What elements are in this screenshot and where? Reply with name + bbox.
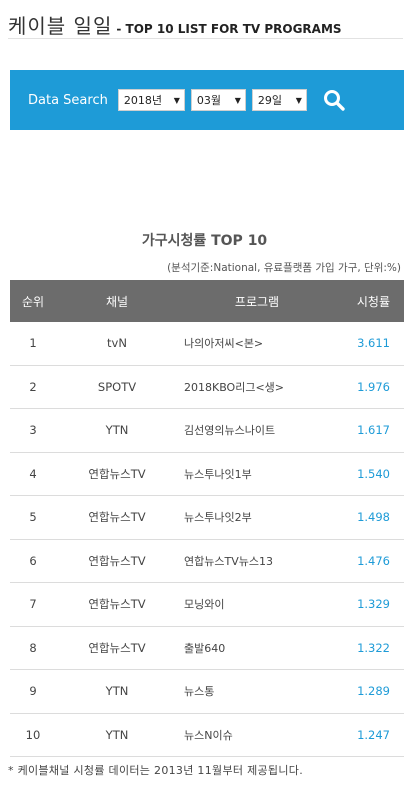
channel-cell: SPOTV	[97, 379, 137, 394]
channel-cell: 연합뉴스TV	[88, 597, 146, 612]
rating-cell: 1.540	[357, 466, 390, 481]
table-row: 3 YTN 김선영의뉴스나이트 1.617	[10, 409, 404, 453]
footnote: * 케이블채널 시청률 데이터는 2013년 11월부터 제공됩니다.	[8, 764, 303, 777]
page-subtitle: - TOP 10 LIST FOR TV PROGRAMS	[116, 22, 342, 36]
program-cell: 모닝와이	[184, 598, 225, 612]
program-cell: 연합뉴스TV뉴스13	[184, 554, 273, 568]
month-select[interactable]: 03월 ▼	[190, 89, 246, 111]
channel-cell: YTN	[105, 423, 129, 438]
rank-cell: 3	[29, 423, 37, 438]
header-divider	[8, 38, 403, 39]
header-rating: 시청률	[356, 294, 390, 309]
year-select[interactable]: 2018년 ▼	[117, 89, 185, 111]
table-header: 순위 채널 프로그램 시청률	[10, 280, 404, 322]
channel-cell: 연합뉴스TV	[88, 553, 146, 568]
rating-cell: 1.498	[357, 510, 390, 525]
table-row: 9 YTN 뉴스통 1.289	[10, 670, 404, 714]
day-select-value: 29일	[257, 94, 282, 107]
channel-cell: tvN	[107, 336, 127, 351]
table-row: 2 SPOTV 2018KBO리그<생> 1.976	[10, 366, 404, 409]
search-button[interactable]	[319, 85, 349, 115]
program-cell: 뉴스N이슈	[184, 728, 233, 742]
rank-cell: 4	[29, 466, 37, 481]
program-cell: 출발640	[184, 641, 226, 655]
rating-cell: 1.322	[357, 640, 390, 655]
rank-cell: 8	[29, 640, 37, 655]
header-channel: 채널	[105, 294, 129, 309]
rank-cell: 6	[29, 553, 37, 568]
rating-cell: 1.976	[357, 379, 390, 394]
rank-cell: 10	[25, 727, 41, 742]
rating-cell: 1.617	[357, 423, 390, 438]
table-row: 5 연합뉴스TV 뉴스투나잇2부 1.498	[10, 496, 404, 540]
rating-cell: 1.247	[357, 727, 390, 742]
channel-cell: YTN	[105, 684, 129, 699]
month-select-value: 03월	[196, 94, 221, 107]
program-cell: 나의아저씨<본>	[184, 337, 264, 351]
data-search-label: Data Search	[28, 92, 108, 108]
table-note: (분석기준:National, 유료플랫폼 가입 가구, 단위:%)	[167, 262, 401, 274]
rank-cell: 7	[29, 597, 37, 612]
rank-cell: 9	[29, 684, 37, 699]
table-row: 7 연합뉴스TV 모닝와이 1.329	[10, 583, 404, 627]
table-row: 4 연합뉴스TV 뉴스투나잇1부 1.540	[10, 453, 404, 496]
table-title: 가구시청률 TOP 10	[141, 233, 268, 249]
header-rank: 순위	[21, 294, 45, 309]
rating-cell: 1.289	[357, 684, 390, 699]
year-select-value: 2018년	[123, 94, 162, 107]
chevron-down-icon: ▼	[234, 95, 241, 105]
rating-cell: 3.611	[357, 336, 390, 351]
page-title: 케이블 일일	[8, 14, 113, 38]
data-search-bar: Data Search 2018년 ▼ 03월 ▼ 29일 ▼	[10, 70, 404, 130]
channel-cell: 연합뉴스TV	[88, 466, 146, 481]
ratings-table: 순위 채널 프로그램 시청률 1 tvN 나의아저씨<본> 3.611 2 SP…	[10, 280, 404, 757]
rank-cell: 1	[29, 336, 37, 351]
table-row: 6 연합뉴스TV 연합뉴스TV뉴스13 1.476	[10, 540, 404, 583]
program-cell: 2018KBO리그<생>	[184, 380, 285, 394]
channel-cell: 연합뉴스TV	[88, 510, 146, 525]
chevron-down-icon: ▼	[173, 95, 180, 105]
rank-cell: 5	[29, 510, 37, 525]
table-row: 8 연합뉴스TV 출발640 1.322	[10, 627, 404, 670]
rating-cell: 1.476	[357, 553, 390, 568]
header-program: 프로그램	[234, 294, 280, 309]
program-cell: 뉴스투나잇1부	[184, 467, 252, 481]
channel-cell: 연합뉴스TV	[88, 640, 146, 655]
search-icon	[323, 90, 345, 111]
program-cell: 뉴스통	[184, 685, 215, 699]
table-row: 1 tvN 나의아저씨<본> 3.611	[10, 322, 404, 366]
day-select[interactable]: 29일 ▼	[251, 89, 307, 111]
rank-cell: 2	[29, 379, 37, 394]
rating-cell: 1.329	[357, 597, 390, 612]
page-header: 케이블 일일 - TOP 10 LIST FOR TV PROGRAMS	[8, 10, 403, 38]
chevron-down-icon: ▼	[295, 95, 302, 105]
program-cell: 김선영의뉴스나이트	[184, 424, 276, 438]
table-row: 10 YTN 뉴스N이슈 1.247	[10, 714, 404, 757]
program-cell: 뉴스투나잇2부	[184, 511, 252, 525]
channel-cell: YTN	[105, 727, 129, 742]
